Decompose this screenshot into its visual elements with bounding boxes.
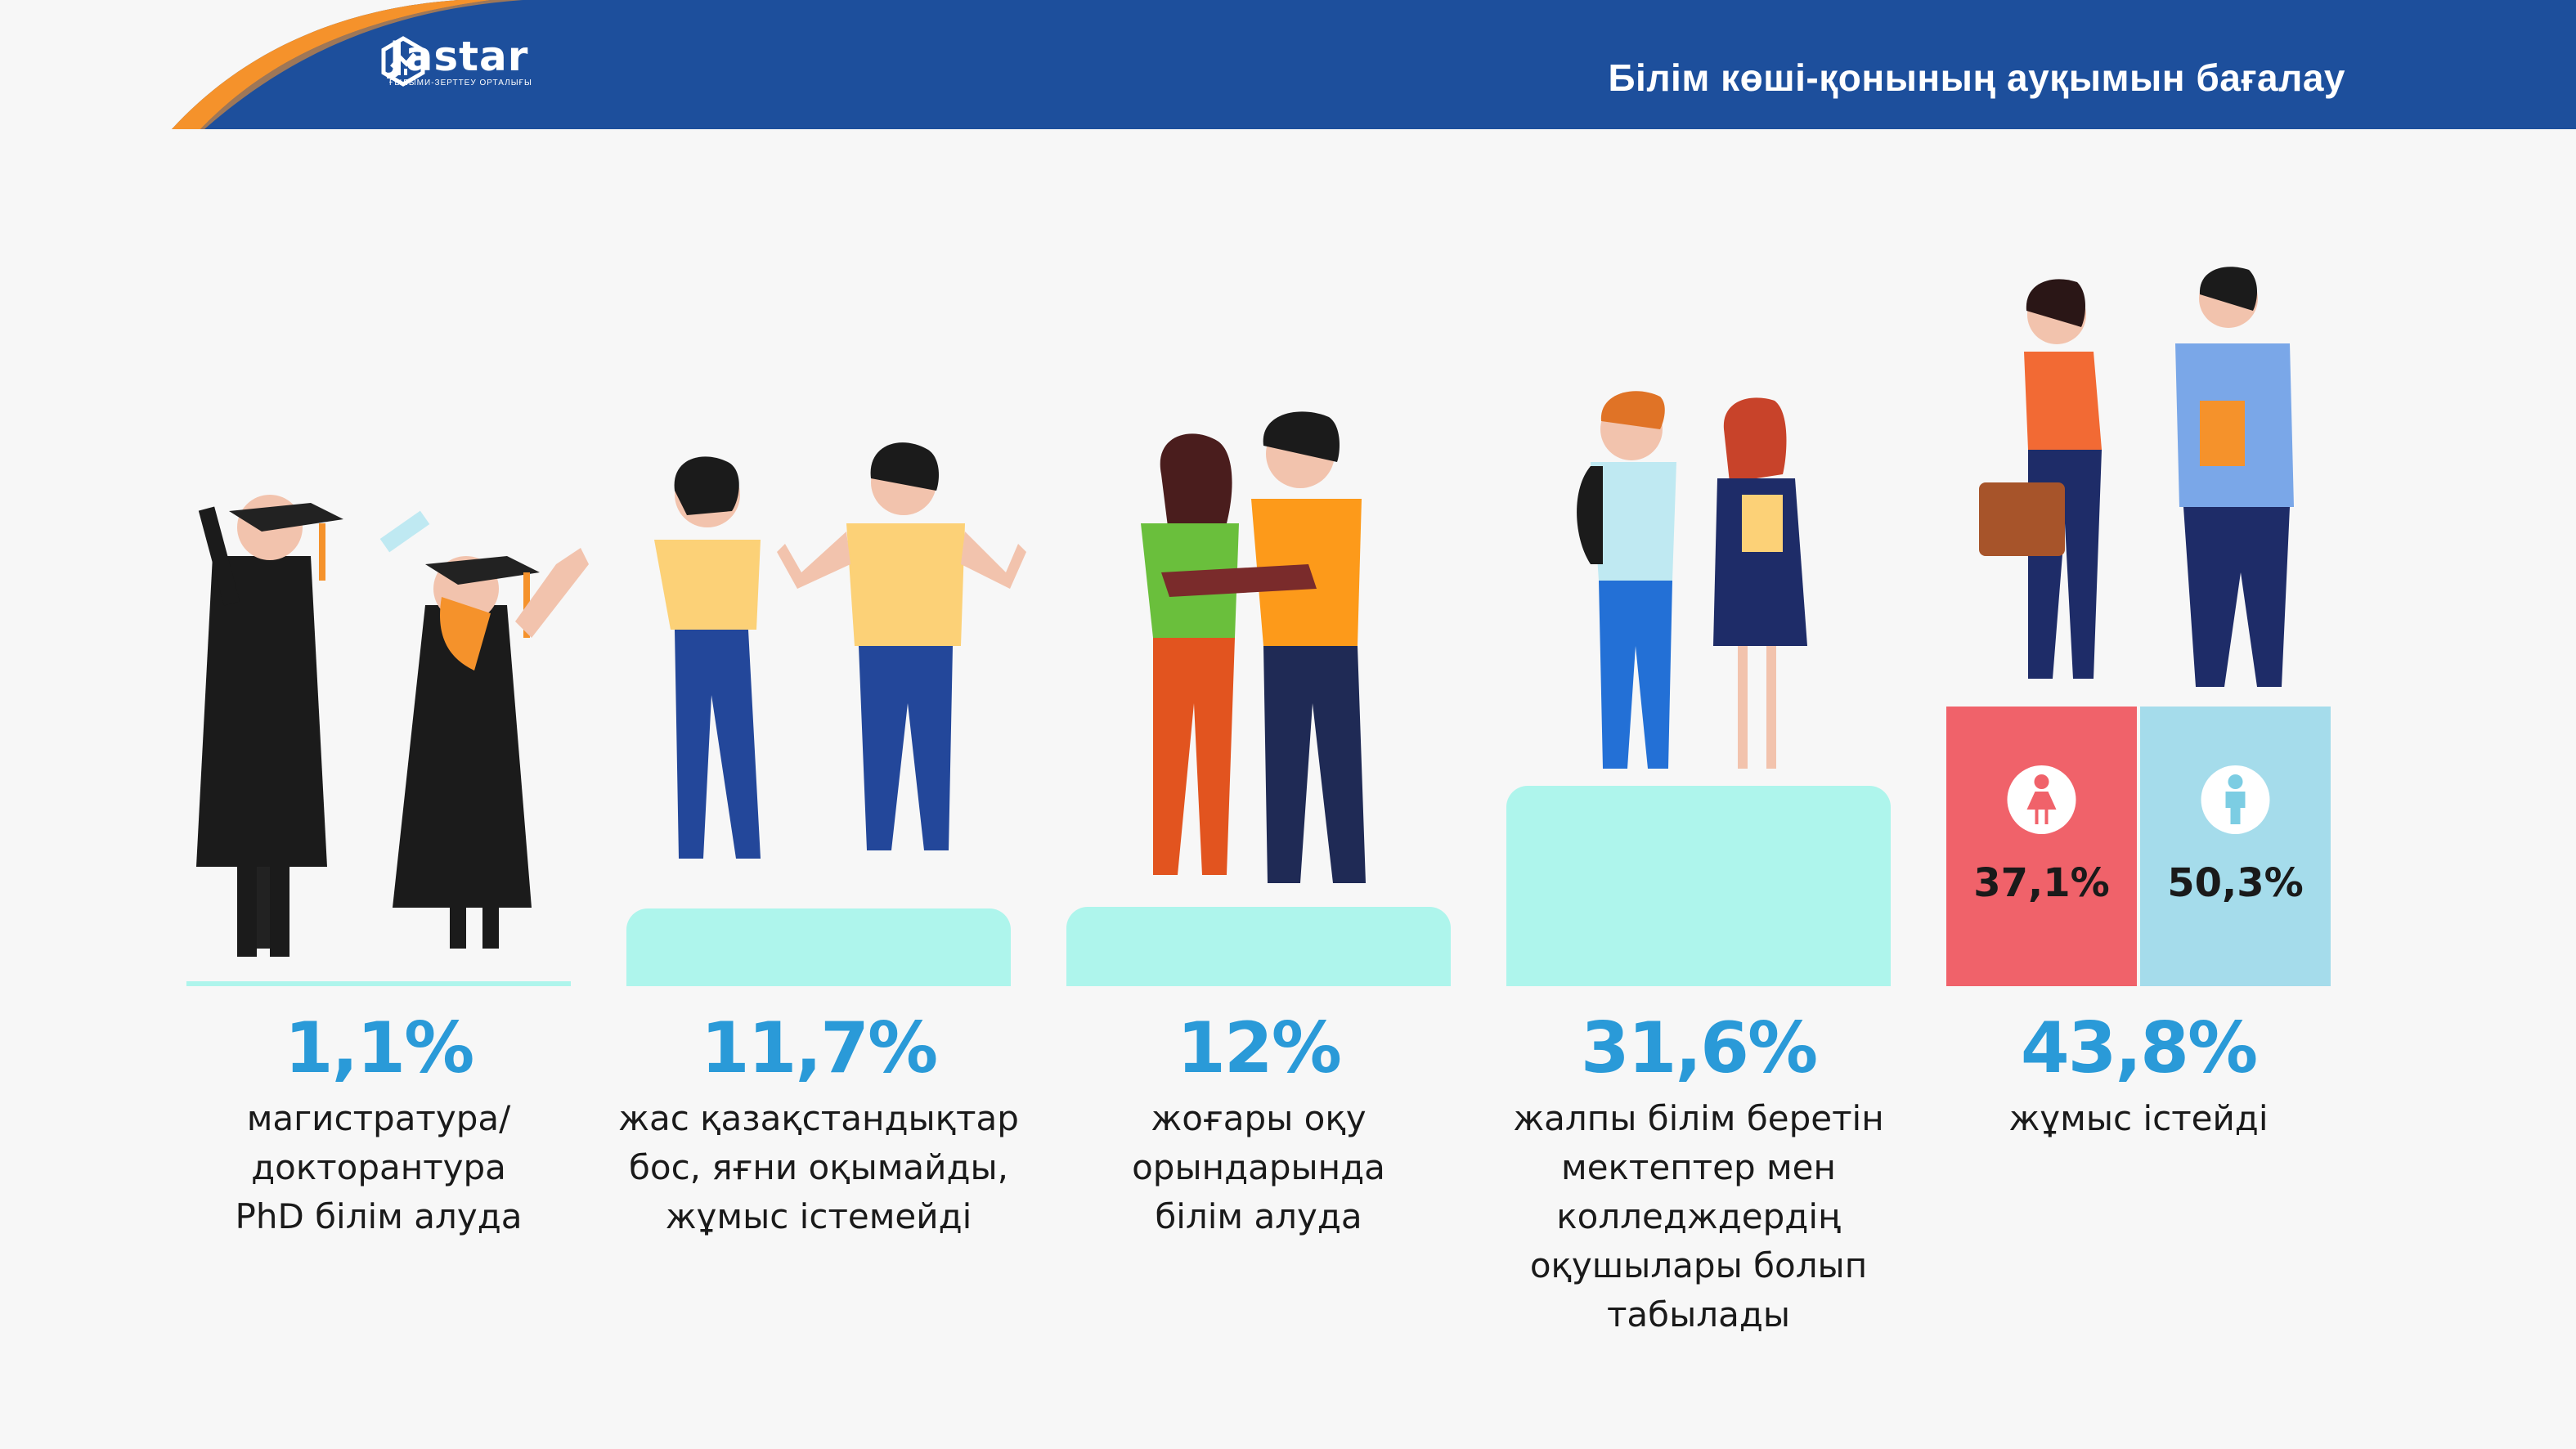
logo-subtitle: ҒЫЛЫМИ-ЗЕРТТЕУ ОРТАЛЫҒЫ <box>389 79 532 87</box>
header-background <box>0 0 2576 129</box>
category-label-line: магистратура/ <box>246 1098 511 1138</box>
logo[interactable]: Jastar ҒЫЛЫМИ-ЗЕРТТЕУ ОРТАЛЫҒЫ <box>378 36 532 87</box>
category-label-line: жұмыс істемейді <box>665 1196 972 1236</box>
category-label-line: жұмыс істейді <box>2008 1098 2269 1138</box>
stat-5: 43,8% жұмыс істейді <box>1910 1007 2367 1143</box>
logo-mark-icon <box>381 36 425 87</box>
category-label-line: докторантура <box>251 1147 506 1187</box>
working-people-illustration <box>1979 267 2294 687</box>
category-label-line: білім алуда <box>1155 1196 1362 1236</box>
value-label: 31,6% <box>1580 1007 1818 1089</box>
pedestal-base-4 <box>1506 962 1891 986</box>
category-label-line: бос, яғни оқымайды, <box>628 1147 1009 1187</box>
male-percent-label: 50,3% <box>2167 860 2304 906</box>
stat-2: 11,7% жас қазақстандықтар бос, яғни оқымай… <box>590 1007 1048 1241</box>
category-label: жоғары оқу орындарында білім алуда <box>1030 1094 1488 1241</box>
female-bar <box>1946 707 2137 986</box>
value-label: 1,1% <box>284 1007 475 1089</box>
pedestal-base-2 <box>626 962 1011 986</box>
school-students-illustration <box>1577 391 1807 769</box>
male-bar <box>2140 707 2331 986</box>
pedestals-group <box>186 786 1891 986</box>
category-label-line: оқушылары болып <box>1529 1245 1868 1285</box>
male-icon <box>2201 765 2270 834</box>
stat-3: 12% жоғары оқу орындарында білім алуда <box>1030 1007 1488 1241</box>
university-students-illustration <box>1141 411 1366 883</box>
category-label: магистратура/докторантура PhD білім алуда <box>150 1094 608 1241</box>
category-label: жалпы білім беретін мектептер мен колледжд… <box>1470 1094 1928 1339</box>
category-label-line: PhD білім алуда <box>235 1196 523 1236</box>
category-label: жұмыс істейді <box>1910 1094 2367 1143</box>
category-label-line: орындарында <box>1132 1147 1385 1187</box>
category-label-line: колледждердің <box>1556 1196 1841 1236</box>
category-label-line: мектептер мен <box>1561 1147 1836 1187</box>
graduates-illustration <box>196 495 589 957</box>
value-label: 43,8% <box>2020 1007 2258 1089</box>
stat-4: 31,6% жалпы білім беретін мектептер мен кол… <box>1470 1007 1928 1339</box>
category-label-line: жоғары оқу <box>1151 1098 1367 1138</box>
pedestal-bar-4 <box>1506 786 1891 986</box>
value-label: 12% <box>1177 1007 1342 1089</box>
stat-1: 1,1% магистратура/докторантура PhD білім а… <box>150 1007 608 1241</box>
figures-group <box>196 267 2294 957</box>
gender-split <box>1946 707 2331 986</box>
category-label-line: жалпы білім беретін <box>1513 1098 1884 1138</box>
page-title: Білім көші-қонының ауқымын бағалау <box>1608 56 2345 99</box>
category-label: жас қазақстандықтар бос, яғни оқымайды, жұ… <box>590 1094 1048 1241</box>
category-label-line: табылады <box>1606 1294 1791 1335</box>
pedestal-bar-1 <box>186 981 571 986</box>
category-label-line: жас қазақстандықтар <box>618 1098 1019 1138</box>
pedestal-base-3 <box>1066 962 1451 986</box>
female-icon <box>2007 765 2076 834</box>
unemployed-youth-illustration <box>654 442 1026 859</box>
header-banner: Jastar ҒЫЛЫМИ-ЗЕРТТЕУ ОРТАЛЫҒЫ Білім көш… <box>0 0 2576 129</box>
female-percent-label: 37,1% <box>1973 860 2110 906</box>
value-label: 11,7% <box>700 1007 938 1089</box>
